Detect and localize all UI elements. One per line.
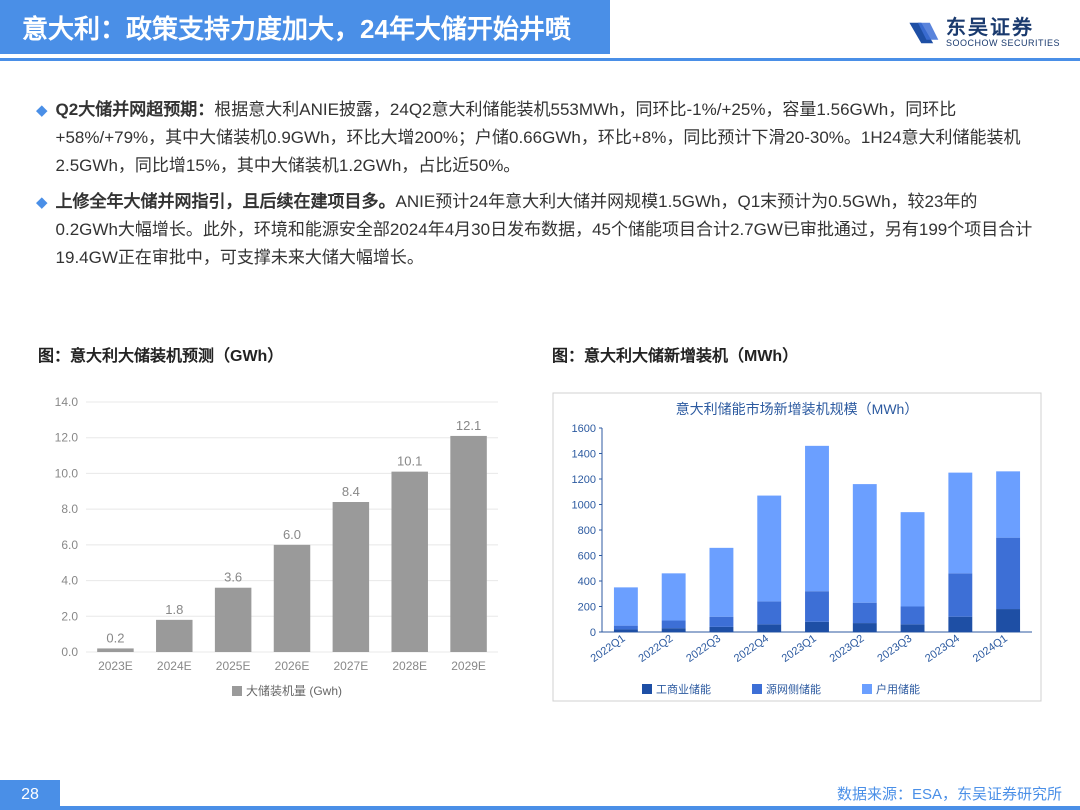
bullet-item: ◆上修全年大储并网指引，且后续在建项目多。ANIE预计24年意大利大储并网规模1… <box>36 188 1044 272</box>
chart2-title: 图：意大利大储新增装机（MWh） <box>552 342 1042 366</box>
svg-text:2028E: 2028E <box>392 659 427 673</box>
header: 意大利：政策支持力度加大，24年大储开始井喷 东吴证券 SOOCHOW SECU… <box>0 0 1080 72</box>
chart1-title: 图：意大利大储装机预测（GWh） <box>38 342 512 366</box>
bullet-item: ◆Q2大储并网超预期：根据意大利ANIE披露，24Q2意大利储能装机553MWh… <box>36 96 1044 180</box>
data-source: 数据来源：ESA，东吴证券研究所 <box>837 783 1062 804</box>
page-title: 意大利：政策支持力度加大，24年大储开始井喷 <box>22 9 571 46</box>
chart2-col: 图：意大利大储新增装机（MWh） 意大利储能市场新增装机规模（MWh） 0 200 4… <box>552 342 1042 702</box>
svg-text:2027E: 2027E <box>334 659 369 673</box>
header-divider <box>0 58 1080 61</box>
logo-icon <box>906 16 940 50</box>
svg-text:2.0: 2.0 <box>61 610 78 624</box>
svg-text:8.4: 8.4 <box>342 484 360 499</box>
svg-text:1200: 1200 <box>572 474 596 486</box>
svg-text:1400: 1400 <box>572 449 596 461</box>
svg-text:源网侧储能: 源网侧储能 <box>766 682 821 696</box>
bullet-text: Q2大储并网超预期：根据意大利ANIE披露，24Q2意大利储能装机553MWh，… <box>56 96 1044 180</box>
svg-text:2023Q3: 2023Q3 <box>875 633 914 665</box>
logo: 东吴证券 SOOCHOW SECURITIES <box>906 16 1060 50</box>
svg-text:2023Q1: 2023Q1 <box>780 633 819 665</box>
svg-text:1000: 1000 <box>572 500 596 512</box>
svg-text:2022Q4: 2022Q4 <box>732 633 771 665</box>
svg-text:2026E: 2026E <box>275 659 310 673</box>
svg-text:1600: 1600 <box>572 423 596 435</box>
svg-text:0: 0 <box>590 627 596 639</box>
svg-text:4.0: 4.0 <box>61 574 78 588</box>
footer-line <box>60 806 1080 810</box>
svg-text:600: 600 <box>578 551 596 563</box>
diamond-icon: ◆ <box>36 191 48 272</box>
svg-text:14.0: 14.0 <box>55 395 79 409</box>
svg-text:12.1: 12.1 <box>456 418 481 433</box>
svg-text:意大利储能市场新增装机规模（MWh）: 意大利储能市场新增装机规模（MWh） <box>676 401 919 417</box>
svg-text:2023Q2: 2023Q2 <box>828 633 867 665</box>
bullet-text: 上修全年大储并网指引，且后续在建项目多。ANIE预计24年意大利大储并网规模1.… <box>56 188 1044 272</box>
svg-text:6.0: 6.0 <box>61 538 78 552</box>
chart1-box: 0.0 2.0 4.0 6.0 8.0 10.0 12.0 14.0 0.2 2023E 1.8 20… <box>38 392 512 702</box>
svg-text:0.0: 0.0 <box>61 645 78 659</box>
chart1-col: 图：意大利大储装机预测（GWh） 0.0 2.0 4.0 6.0 8.0 10.0 12.0… <box>38 342 512 702</box>
svg-text:8.0: 8.0 <box>61 502 78 516</box>
svg-text:2024Q1: 2024Q1 <box>971 633 1010 665</box>
svg-text:0.2: 0.2 <box>106 631 124 646</box>
svg-text:6.0: 6.0 <box>283 527 301 542</box>
chart2-box: 意大利储能市场新增装机规模（MWh） 0 200 400 600 800 1000 1200 1… <box>552 392 1042 702</box>
svg-text:大储装机量 (Gwh): 大储装机量 (Gwh) <box>246 683 342 698</box>
svg-text:800: 800 <box>578 525 596 537</box>
svg-text:3.6: 3.6 <box>224 570 242 585</box>
svg-text:200: 200 <box>578 602 596 614</box>
bullet-list: ◆Q2大储并网超预期：根据意大利ANIE披露，24Q2意大利储能装机553MWh… <box>36 96 1044 272</box>
charts-row: 图：意大利大储装机预测（GWh） 0.0 2.0 4.0 6.0 8.0 10.0 12.0… <box>36 342 1044 702</box>
svg-text:12.0: 12.0 <box>55 431 79 445</box>
svg-text:400: 400 <box>578 576 596 588</box>
title-bar: 意大利：政策支持力度加大，24年大储开始井喷 <box>0 0 610 54</box>
svg-text:工商业储能: 工商业储能 <box>656 682 711 696</box>
svg-text:2023Q4: 2023Q4 <box>923 633 962 665</box>
page-number: 28 <box>0 780 60 810</box>
svg-text:2022Q3: 2022Q3 <box>684 633 723 665</box>
svg-text:10.1: 10.1 <box>397 454 422 469</box>
diamond-icon: ◆ <box>36 99 48 180</box>
chart2-svg: 意大利储能市场新增装机规模（MWh） 0 200 400 600 800 1000 1200 1… <box>552 392 1042 702</box>
svg-text:1.8: 1.8 <box>165 602 183 617</box>
logo-cn: 东吴证券 <box>946 17 1060 39</box>
svg-text:2022Q2: 2022Q2 <box>636 633 675 665</box>
svg-text:户用储能: 户用储能 <box>876 682 920 696</box>
content: ◆Q2大储并网超预期：根据意大利ANIE披露，24Q2意大利储能装机553MWh… <box>0 72 1080 702</box>
chart1-svg: 0.0 2.0 4.0 6.0 8.0 10.0 12.0 14.0 0.2 2023E 1.8 20… <box>38 392 508 702</box>
logo-en: SOOCHOW SECURITIES <box>946 39 1060 49</box>
svg-text:2025E: 2025E <box>216 659 251 673</box>
svg-text:2024E: 2024E <box>157 659 192 673</box>
svg-text:2023E: 2023E <box>98 659 133 673</box>
svg-text:10.0: 10.0 <box>55 467 79 481</box>
svg-text:2029E: 2029E <box>451 659 486 673</box>
